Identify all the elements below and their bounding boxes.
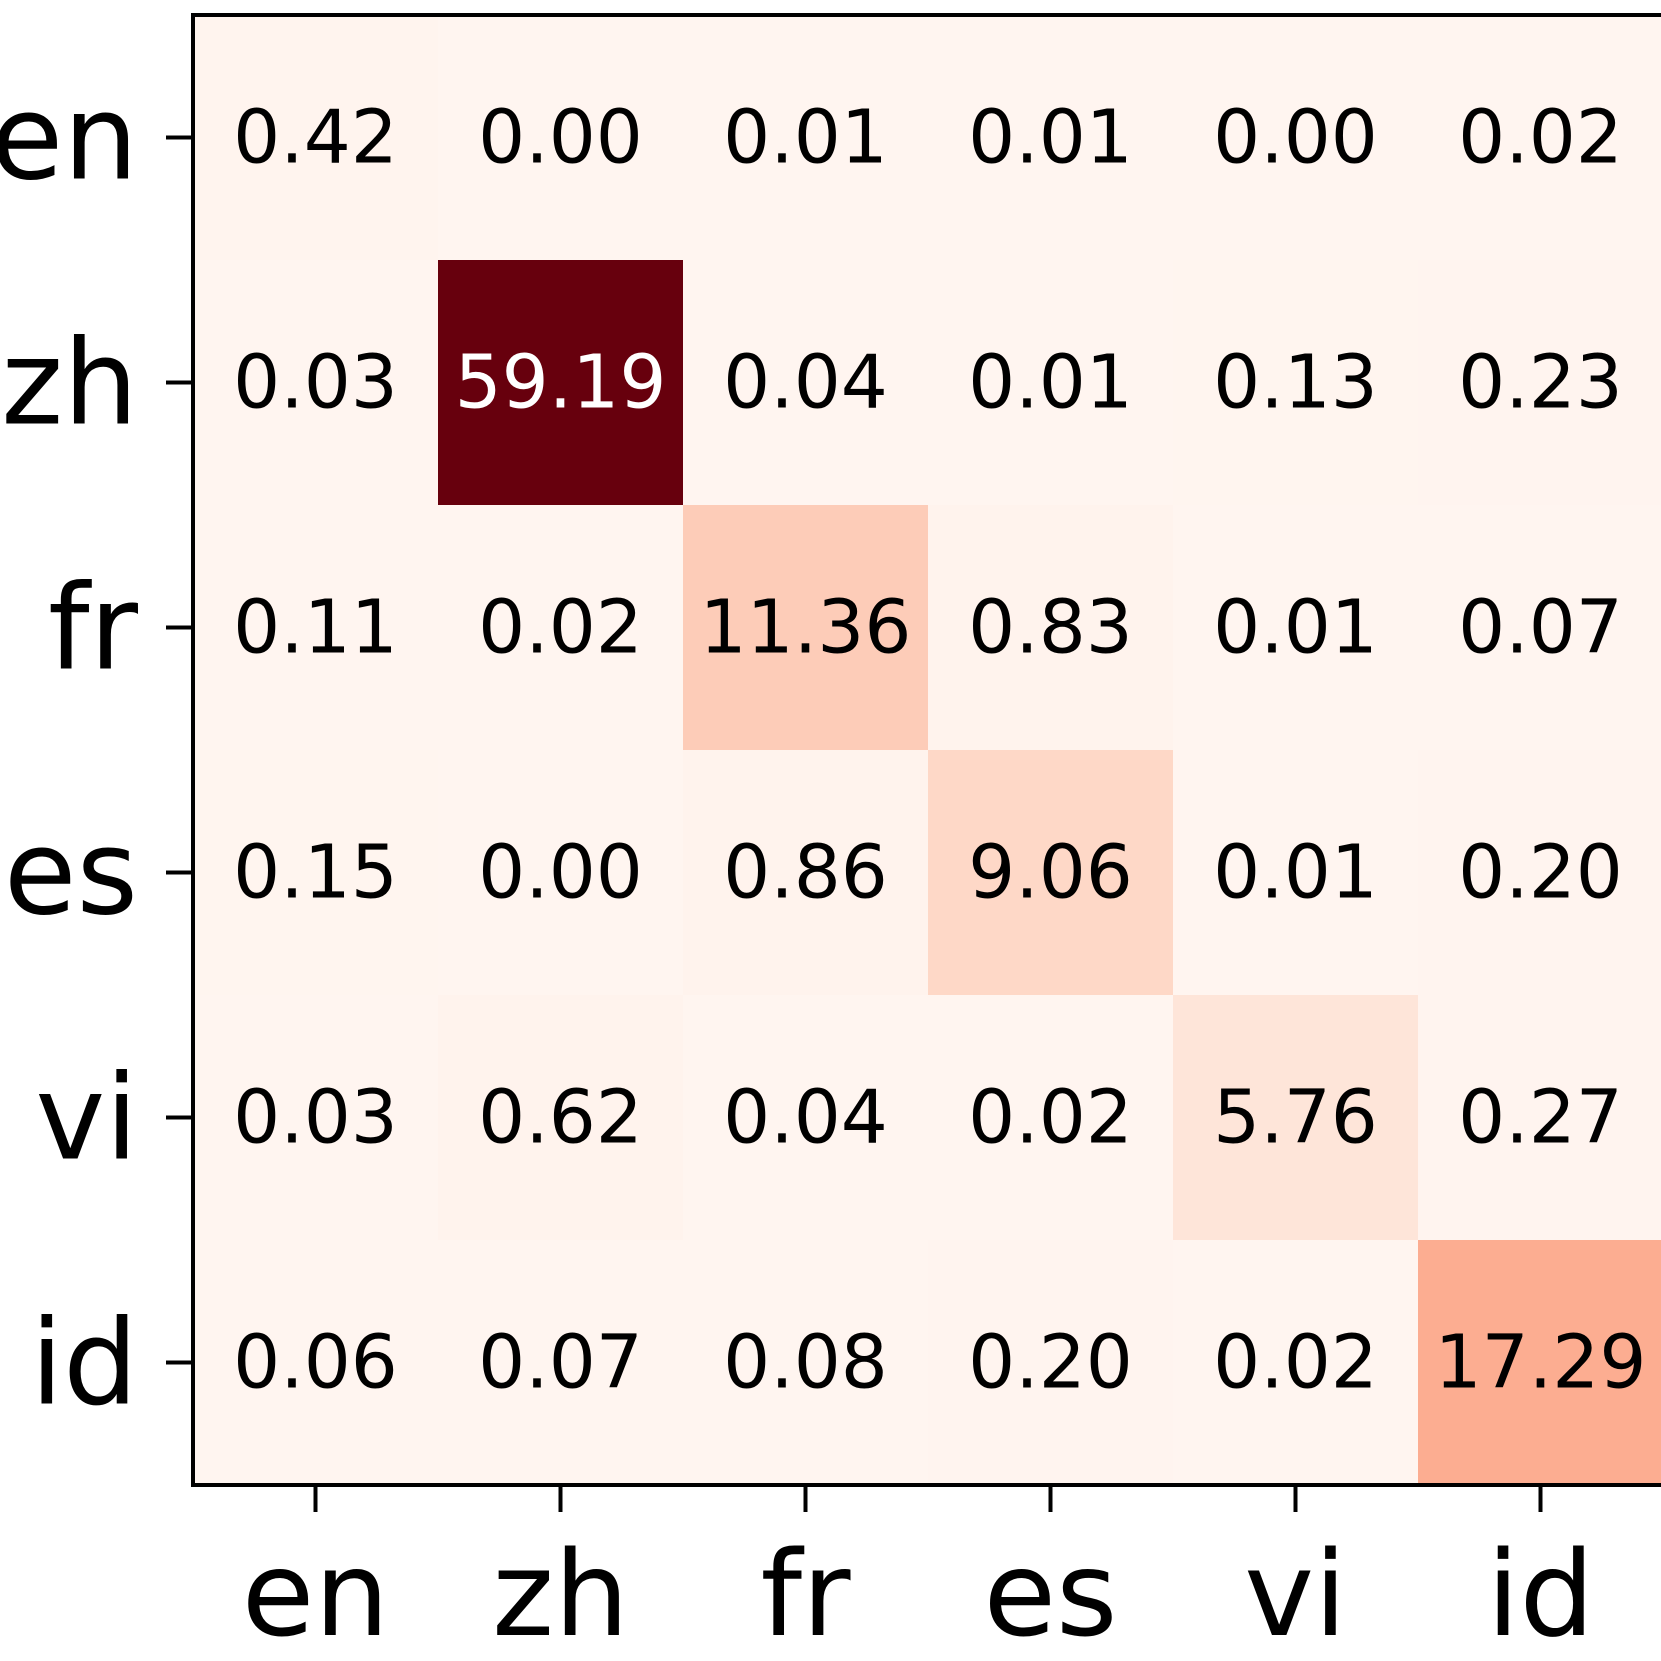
cell-value-label: 0.00	[478, 830, 643, 916]
heatmap-cell-es-vi	[1173, 750, 1419, 996]
cell-value-label: 0.02	[1458, 95, 1623, 181]
cell-value-label: 0.20	[1458, 830, 1623, 916]
heatmap-cell-vi-id	[1418, 995, 1661, 1241]
heatmap-cell-en-id	[1418, 15, 1661, 261]
cell-value-label: 0.04	[723, 340, 888, 426]
cell-value-label: 0.23	[1458, 340, 1623, 426]
cell-value-label: 0.02	[478, 585, 643, 671]
heatmap-cell-en-zh	[438, 15, 684, 261]
heatmap-cell-id-fr	[683, 1240, 929, 1486]
cell-value-label: 0.04	[723, 1075, 888, 1161]
y-tick-label: es	[4, 804, 138, 942]
cell-value-label: 0.01	[1213, 585, 1378, 671]
cell-value-label: 0.03	[233, 1075, 398, 1161]
heatmap-cell-en-fr	[683, 15, 929, 261]
heatmap-cell-fr-id	[1418, 505, 1661, 751]
heatmap-cell-vi-fr	[683, 995, 929, 1241]
cell-value-label: 0.07	[478, 1320, 643, 1406]
cell-value-label: 0.20	[968, 1320, 1133, 1406]
cell-value-label: 11.36	[700, 585, 912, 671]
heatmap-cell-es-zh	[438, 750, 684, 996]
y-tick-label: fr	[48, 559, 139, 697]
cell-value-label: 17.29	[1435, 1320, 1647, 1406]
heatmap-cell-zh-vi	[1173, 260, 1419, 506]
y-tick-label: zh	[1, 314, 138, 452]
heatmap-cell-id-es	[928, 1240, 1174, 1486]
x-tick-label: id	[1487, 1525, 1595, 1661]
y-tick-label: id	[30, 1294, 138, 1432]
heatmap-cell-zh-en	[193, 260, 439, 506]
heatmap-cell-vi-en	[193, 995, 439, 1241]
cell-value-label: 0.11	[233, 585, 398, 671]
cell-value-label: 0.02	[1213, 1320, 1378, 1406]
cell-value-label: 0.00	[1213, 95, 1378, 181]
heatmap-cell-vi-zh	[438, 995, 684, 1241]
cell-value-label: 0.01	[723, 95, 888, 181]
heatmap-cell-zh-fr	[683, 260, 929, 506]
heatmap-cells	[193, 15, 1661, 1486]
x-axis: en zh fr es vi id	[242, 1485, 1595, 1661]
cell-value-label: 0.01	[968, 95, 1133, 181]
cell-value-label: 0.42	[233, 95, 398, 181]
heatmap-cell-vi-es	[928, 995, 1174, 1241]
cell-value-label: 0.13	[1213, 340, 1378, 426]
cell-value-label: 0.08	[723, 1320, 888, 1406]
plot-frame	[191, 13, 1661, 1487]
heatmap-cell-id-en	[193, 1240, 439, 1486]
cell-value-label: 0.15	[233, 830, 398, 916]
y-tick-label: vi	[35, 1049, 138, 1187]
x-tick-label: zh	[492, 1525, 629, 1661]
cell-value-label: 0.06	[233, 1320, 398, 1406]
x-tick-label: vi	[1244, 1525, 1347, 1661]
heatmap-cell-es-es	[928, 750, 1174, 996]
cell-value-label: 59.19	[455, 340, 667, 426]
cell-value-label: 0.02	[968, 1075, 1133, 1161]
heatmap-cell-es-fr	[683, 750, 929, 996]
x-tick-label: es	[983, 1525, 1117, 1661]
x-tick-label: fr	[760, 1525, 851, 1661]
cell-value-label: 0.86	[723, 830, 888, 916]
heatmap-cell-id-vi	[1173, 1240, 1419, 1486]
cell-value-label: 0.83	[968, 585, 1133, 671]
cell-value-label: 5.76	[1213, 1075, 1378, 1161]
heatmap-cell-en-en	[193, 15, 439, 261]
heatmap-cell-zh-id	[1418, 260, 1661, 506]
heatmap-cell-es-id	[1418, 750, 1661, 996]
cell-value-label: 0.03	[233, 340, 398, 426]
heatmap-cell-id-zh	[438, 1240, 684, 1486]
heatmap-cell-zh-es	[928, 260, 1174, 506]
heatmap-cell-fr-es	[928, 505, 1174, 751]
heatmap-cell-en-es	[928, 15, 1174, 261]
heatmap-cell-labels: 0.42 0.00 0.01 0.01 0.00 0.02 0.03 59.19 0.04 0.0…	[233, 95, 1646, 1406]
cell-value-label: 0.62	[478, 1075, 643, 1161]
heatmap-cell-fr-zh	[438, 505, 684, 751]
cell-value-label: 0.01	[968, 340, 1133, 426]
cell-value-label: 0.27	[1458, 1075, 1623, 1161]
cell-value-label: 0.01	[1213, 830, 1378, 916]
heatmap-cell-es-en	[193, 750, 439, 996]
heatmap-cell-id-id	[1418, 1240, 1661, 1486]
heatmap-cell-fr-fr	[683, 505, 929, 751]
cell-value-label: 0.07	[1458, 585, 1623, 671]
y-tick-label: en	[0, 69, 138, 207]
heatmap-cell-fr-en	[193, 505, 439, 751]
cell-value-label: 0.00	[478, 95, 643, 181]
cell-value-label: 9.06	[968, 830, 1133, 916]
x-tick-label: en	[242, 1525, 389, 1661]
heatmap-cell-fr-vi	[1173, 505, 1419, 751]
heatmap-cell-zh-zh	[438, 260, 684, 506]
heatmap-cell-vi-vi	[1173, 995, 1419, 1241]
y-axis: en zh fr es vi id	[0, 69, 193, 1432]
heatmap-cell-en-vi	[1173, 15, 1419, 261]
